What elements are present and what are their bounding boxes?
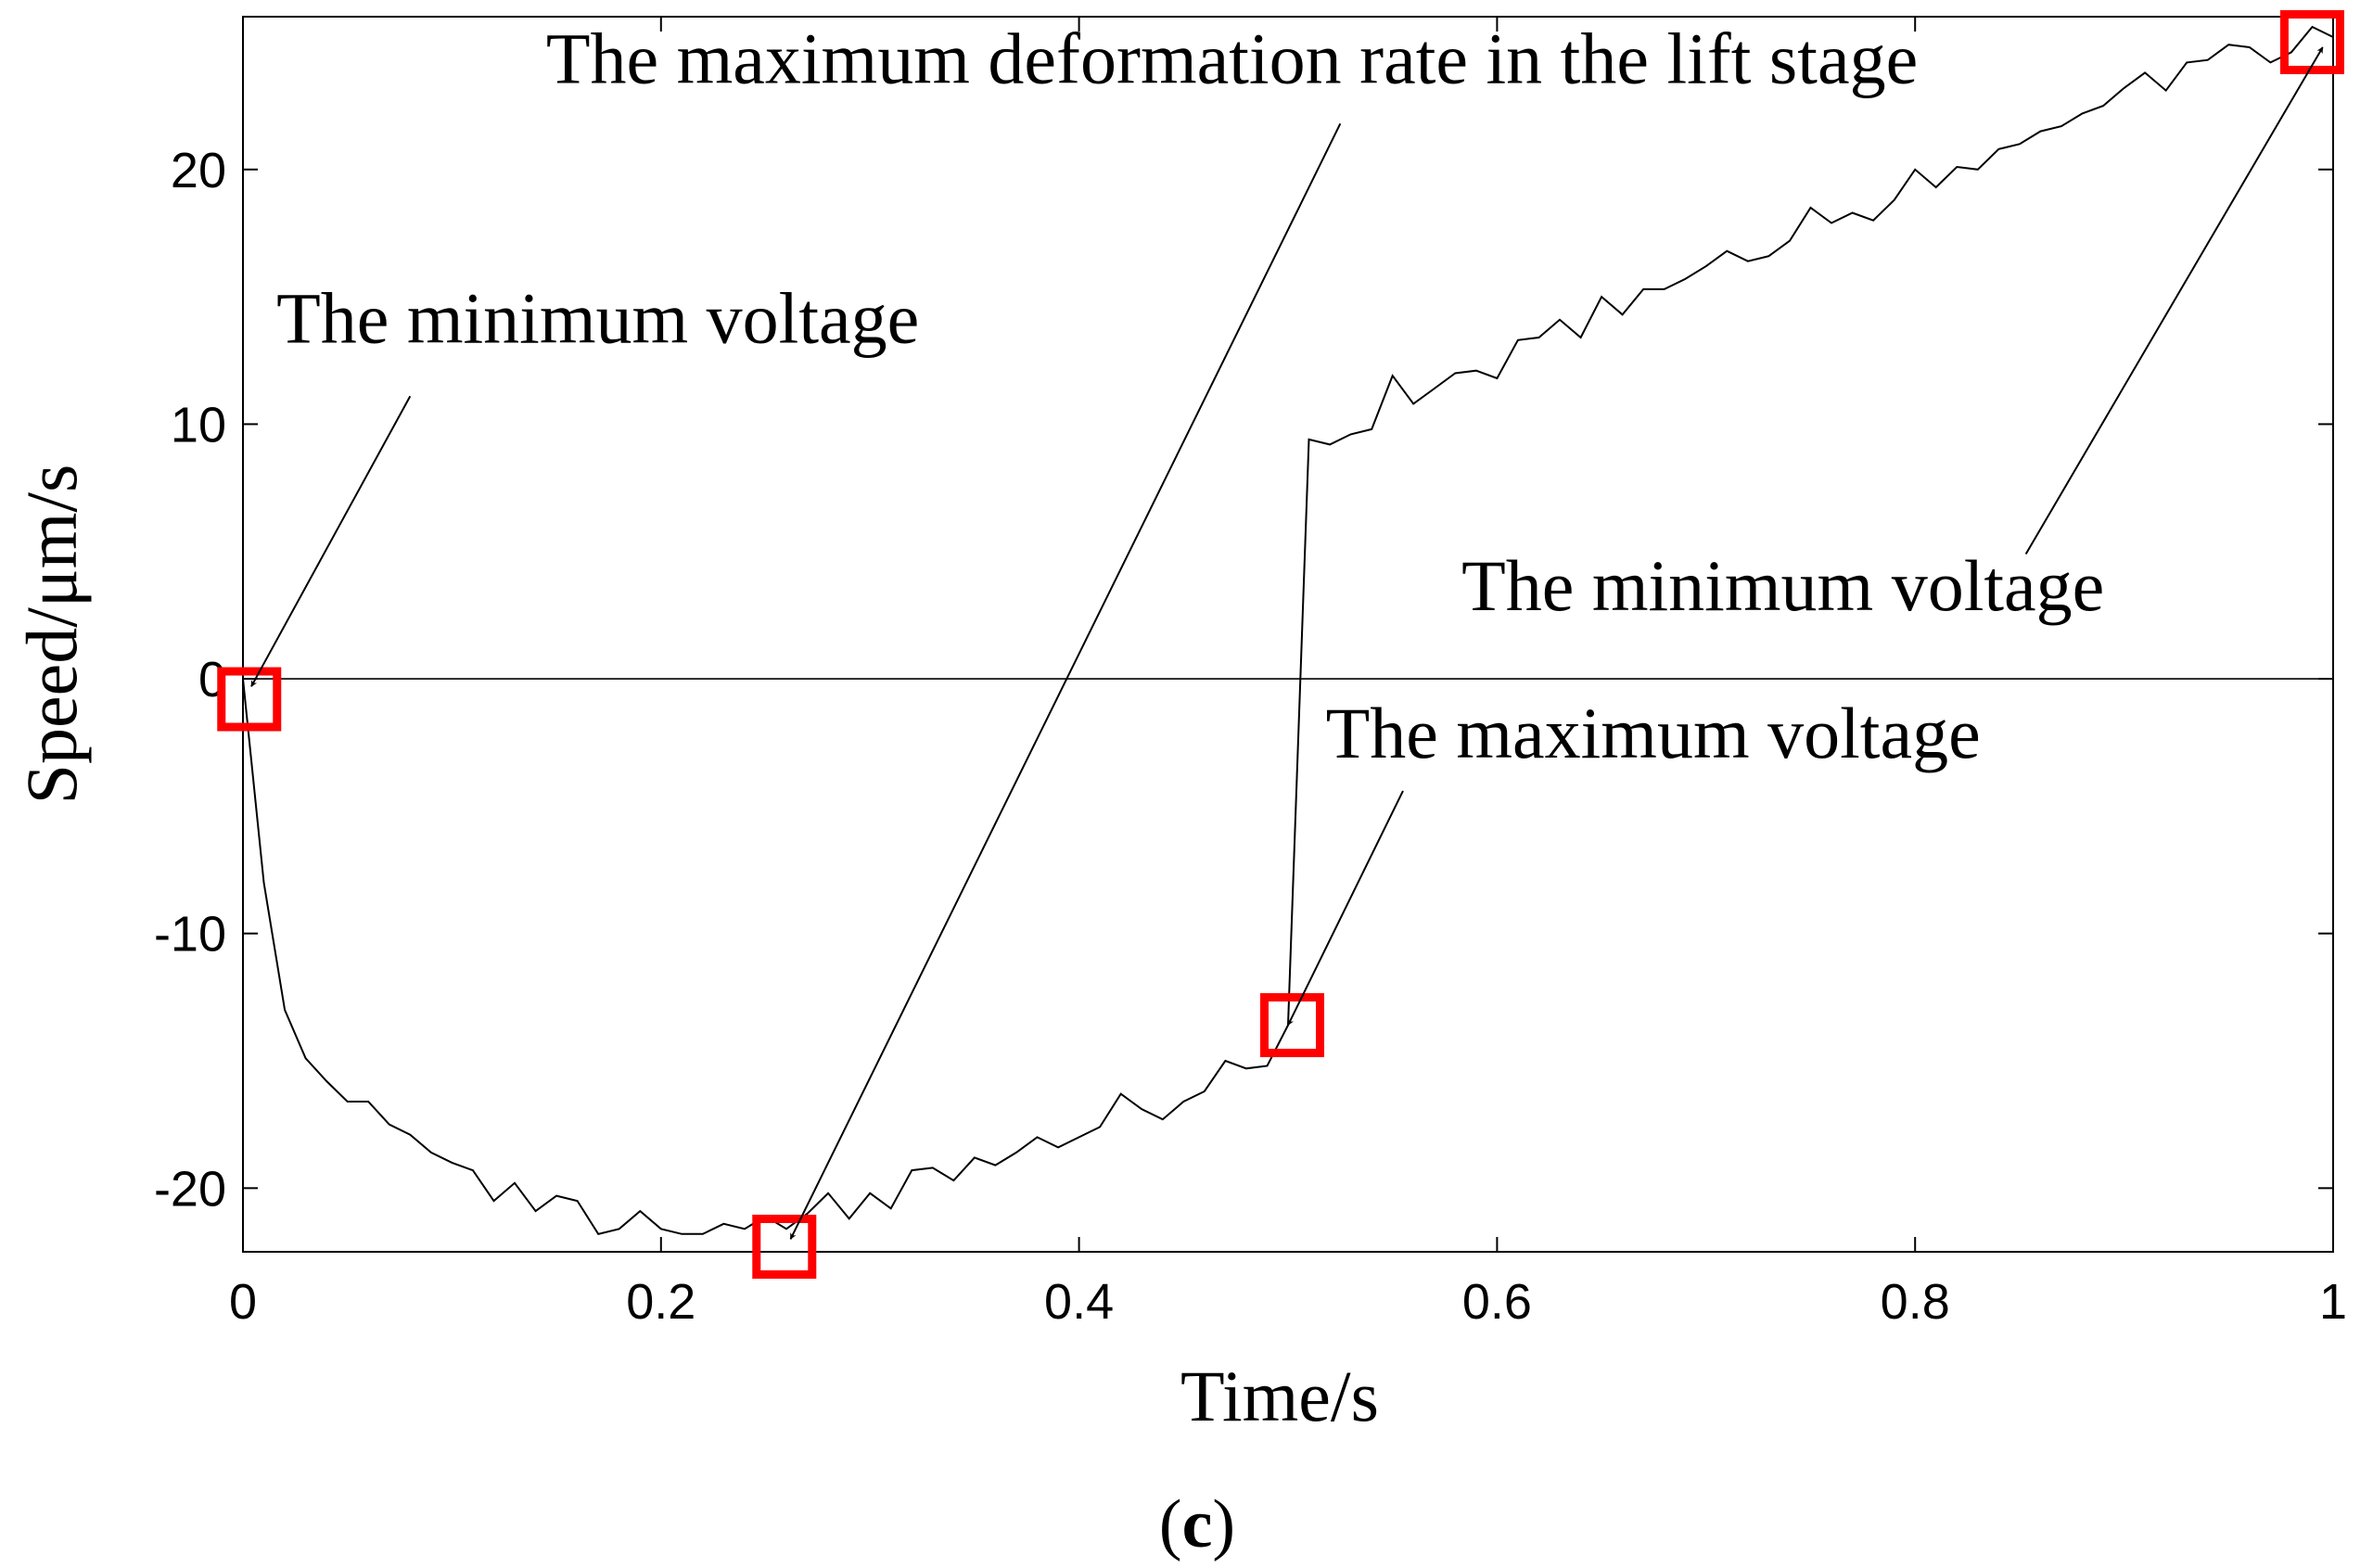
x-tick-label: 0	[229, 1274, 257, 1330]
x-tick-label: 0.6	[1462, 1274, 1532, 1330]
panel-label: (c)	[1159, 1486, 1235, 1562]
annotation-min-voltage-left-arrow	[250, 395, 412, 687]
x-tick-label: 1	[2319, 1274, 2347, 1330]
y-tick-label: 20	[171, 143, 226, 198]
y-tick-label: 10	[171, 397, 226, 453]
panel-label-open: (	[1159, 1486, 1182, 1562]
plot-area	[242, 16, 2334, 1253]
marker-start	[217, 667, 282, 732]
x-tick-label: 0.4	[1044, 1274, 1114, 1330]
x-axis-title: Time/s	[1180, 1356, 1379, 1436]
annotations: The minimum voltage The maximum deformati…	[250, 18, 2324, 1240]
annotation-max-voltage-text: The maximum voltage	[1326, 693, 1981, 773]
y-tick-label: -10	[154, 907, 226, 962]
markers	[217, 9, 2344, 1280]
annotation-min-voltage-right-arrow	[2024, 46, 2324, 555]
annotation-max-deformation-rate-text: The maximum deformation rate in the lift…	[546, 18, 1918, 98]
panel-label-close: )	[1212, 1486, 1235, 1562]
y-axis-title: Speed/μm/s	[11, 465, 92, 805]
annotation-min-voltage-right-text: The minimum voltage	[1461, 545, 2104, 626]
y-tick-label: -20	[154, 1161, 226, 1217]
x-axis: 0 0.2 0.4 0.6 0.8 1	[229, 17, 2347, 1330]
annotation-max-voltage-arrow	[1287, 790, 1404, 1026]
x-tick-label: 0.8	[1881, 1274, 1950, 1330]
annotation-min-voltage-left-text: The minimum voltage	[276, 278, 919, 359]
x-tick-label: 0.2	[626, 1274, 695, 1330]
annotation-max-deformation-rate-arrow	[789, 122, 1342, 1240]
marker-end	[2279, 9, 2344, 74]
marker-max-voltage	[1260, 993, 1325, 1058]
marker-min-deformation	[752, 1215, 817, 1280]
panel-label-letter: c	[1182, 1486, 1213, 1562]
